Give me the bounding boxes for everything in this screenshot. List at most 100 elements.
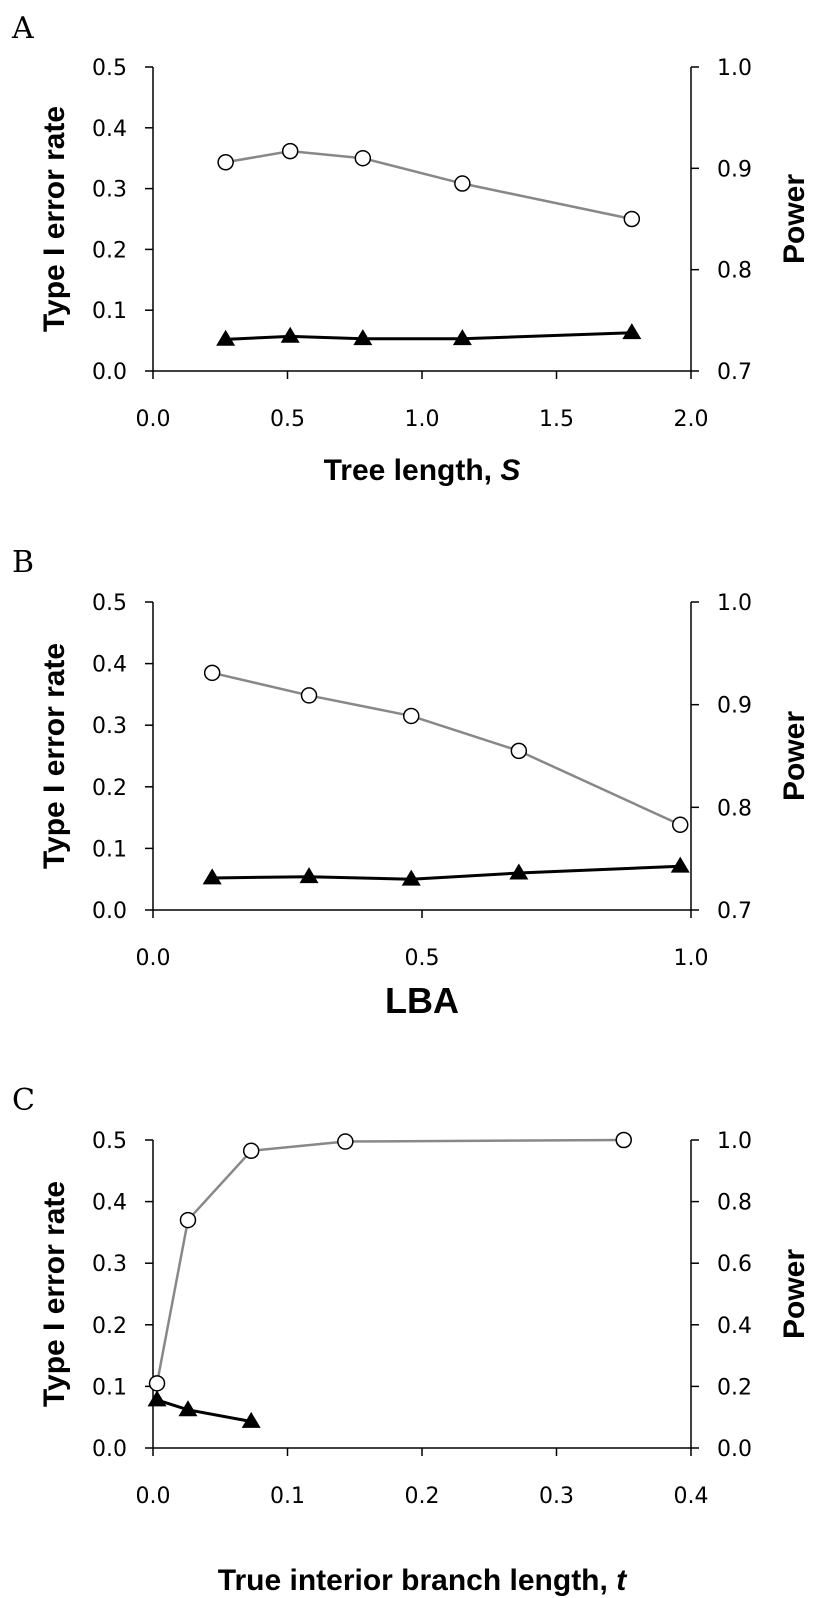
type-i-error-series-line	[212, 864, 681, 881]
right-y-tick-label: 1.0	[717, 591, 752, 616]
type-i-error-point	[216, 329, 236, 346]
type-i-error-point	[202, 868, 222, 885]
x-axis-title-text: True interior branch length,	[218, 1564, 616, 1597]
type-i-error-point	[452, 329, 472, 346]
left-y-tick-label: 0.3	[92, 178, 127, 203]
power-series-line	[211, 671, 681, 826]
power-point	[354, 149, 372, 167]
x-tick-label: 1.0	[405, 407, 440, 432]
left-y-tick-label: 0.2	[92, 776, 127, 801]
type-i-error-series	[216, 323, 642, 346]
power-series-line	[225, 149, 633, 221]
power-point	[242, 1142, 260, 1160]
power-point	[337, 1133, 354, 1150]
right-y-tick-label: 0.8	[717, 1191, 752, 1216]
x-axis-title-text: Tree length,	[324, 454, 501, 487]
x-axis-title-variable: t	[616, 1564, 628, 1597]
type-i-error-point	[178, 1400, 198, 1417]
right-y-tick-label: 0.4	[717, 1314, 752, 1339]
x-axis-title: Tree length, S	[324, 454, 521, 487]
left-y-tick-label: 0.1	[92, 299, 127, 324]
x-tick-label: 0.3	[539, 1484, 574, 1509]
x-tick-label: 0.0	[136, 946, 171, 971]
type-i-error-series	[202, 856, 690, 886]
left-y-tick-label: 0.0	[92, 360, 127, 385]
type-i-error-series	[147, 1390, 261, 1428]
right-y-axis-title: Power	[778, 1249, 811, 1339]
power-point	[402, 707, 420, 725]
right-y-tick-label: 0.8	[717, 796, 752, 821]
type-i-error-point	[670, 856, 690, 873]
x-axis-title-variable: S	[500, 454, 520, 487]
left-y-tick-label: 0.1	[92, 837, 127, 862]
type-i-error-point	[622, 323, 642, 340]
panel-label: B	[12, 545, 34, 580]
left-y-tick-label: 0.3	[92, 1252, 127, 1277]
left-y-tick-label: 0.4	[92, 653, 127, 678]
x-tick-label: 0.0	[136, 1484, 171, 1509]
power-point	[203, 664, 221, 682]
type-i-error-point	[147, 1390, 167, 1407]
panel-label: A	[11, 11, 34, 46]
x-tick-label: 0.5	[270, 407, 305, 432]
power-point	[671, 816, 689, 834]
type-i-error-point	[280, 326, 300, 343]
power-series-line	[155, 1138, 624, 1384]
power-point	[615, 1131, 632, 1149]
right-y-axis-title: Power	[778, 711, 811, 801]
left-y-axis-title: Type I error rate	[38, 643, 71, 869]
x-axis-title: LBA	[385, 980, 459, 1021]
right-y-tick-label: 0.6	[717, 1252, 752, 1277]
type-i-error-point	[299, 867, 319, 884]
power-point	[623, 210, 641, 228]
type-i-error-series-line	[156, 1398, 252, 1423]
left-y-tick-label: 0.4	[92, 1191, 127, 1216]
left-y-axis-title: Type I error rate	[38, 106, 71, 332]
left-y-tick-label: 0.4	[92, 117, 127, 142]
left-y-tick-label: 0.2	[92, 238, 127, 263]
x-tick-label: 1.5	[539, 407, 574, 432]
x-tick-label: 2.0	[674, 407, 709, 432]
x-tick-label: 0.1	[270, 1484, 305, 1509]
right-y-axis-title: Power	[778, 174, 811, 264]
right-y-tick-label: 1.0	[717, 1129, 752, 1154]
x-tick-label: 1.0	[674, 946, 709, 971]
right-y-tick-label: 1.0	[717, 56, 752, 81]
left-y-tick-label: 0.0	[92, 1437, 127, 1462]
power-series	[217, 142, 641, 228]
chart-panel-a: A 0.0 0.1 0.2 0.3 0.4 0.5 0.7 0.8 0.9 1.0 0.0 0.5 1.0…	[11, 11, 811, 487]
left-y-tick-label: 0.0	[92, 899, 127, 924]
power-point	[179, 1211, 197, 1229]
right-y-tick-label: 0.7	[717, 899, 752, 924]
chart-panel-c: C 0.0 0.1 0.2 0.3 0.4 0.5 0.0 0.2 0.4 0.6 0.8 1.0 0.0…	[12, 1083, 811, 1597]
left-y-tick-label: 0.5	[92, 56, 127, 81]
power-point	[454, 175, 471, 192]
left-y-tick-label: 0.5	[92, 591, 127, 616]
right-y-tick-label: 0.8	[717, 259, 752, 284]
x-tick-label: 0.0	[136, 407, 171, 432]
right-y-tick-label: 0.9	[717, 694, 752, 719]
right-y-tick-label: 0.0	[717, 1437, 752, 1462]
x-tick-label: 0.2	[405, 1484, 440, 1509]
x-axis-title-text: LBA	[385, 980, 459, 1021]
type-i-error-point	[353, 329, 373, 346]
power-point	[300, 687, 318, 704]
power-point	[281, 142, 299, 160]
power-series	[148, 1131, 632, 1392]
left-y-tick-label: 0.2	[92, 1314, 127, 1339]
type-i-error-point	[509, 863, 529, 880]
right-y-tick-label: 0.9	[717, 157, 752, 182]
chart-panel-b: B 0.0 0.1 0.2 0.3 0.4 0.5 0.7 0.8 0.9 1.0 0.0 0.5 1.0…	[12, 545, 811, 1021]
type-i-error-point	[241, 1411, 261, 1428]
power-point	[217, 154, 234, 171]
x-tick-label: 0.5	[405, 946, 440, 971]
power-point	[510, 742, 528, 760]
x-tick-label: 0.4	[674, 1484, 709, 1509]
panel-label: C	[12, 1083, 35, 1118]
left-y-tick-label: 0.1	[92, 1375, 127, 1400]
power-point	[148, 1375, 166, 1392]
left-y-axis-title: Type I error rate	[38, 1181, 71, 1407]
left-y-tick-label: 0.3	[92, 714, 127, 739]
x-axis-title: True interior branch length, t	[218, 1564, 628, 1597]
